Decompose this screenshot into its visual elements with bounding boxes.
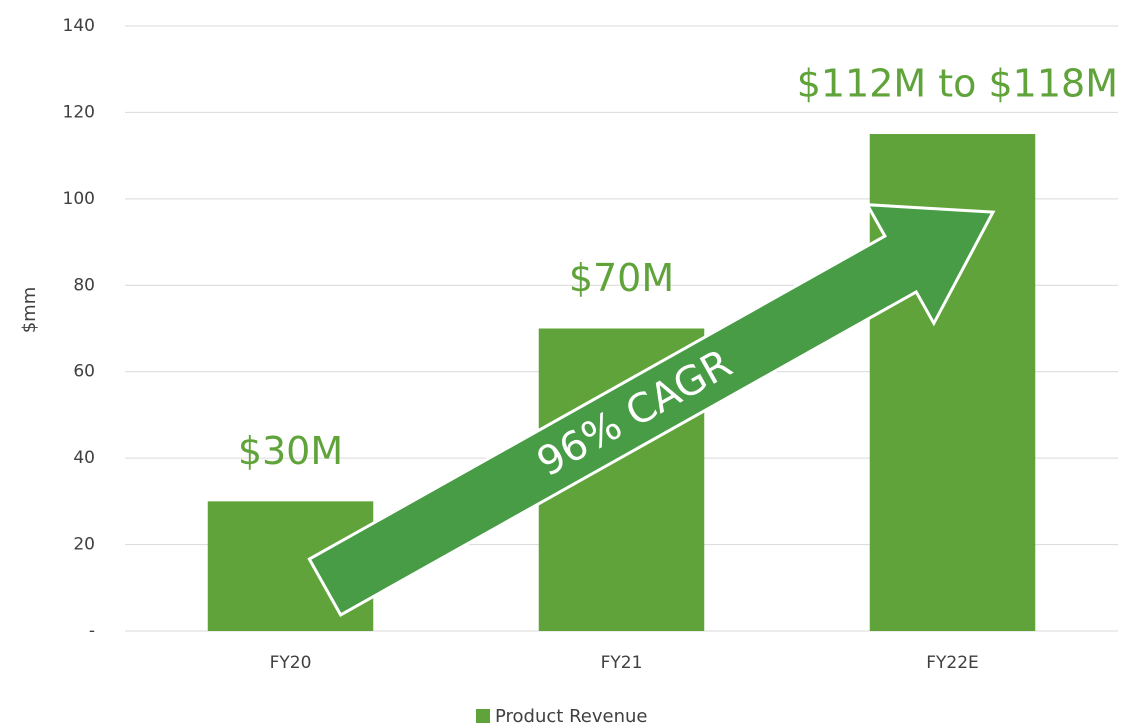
- value-label: $112M to $118M: [797, 62, 1118, 106]
- y-axis-label: $mm: [19, 287, 40, 334]
- y-tick-label: 100: [63, 189, 95, 209]
- y-tick-label: -: [89, 621, 95, 641]
- x-tick-label: FY21: [601, 653, 643, 673]
- y-tick-label: 140: [63, 16, 95, 36]
- legend-swatch: [476, 709, 490, 723]
- y-tick-label: 80: [73, 275, 95, 295]
- legend-label: Product Revenue: [495, 706, 647, 727]
- y-tick-label: 120: [63, 102, 95, 122]
- value-label: $30M: [238, 429, 343, 473]
- y-tick-label: 20: [73, 535, 95, 555]
- x-tick-label: FY22E: [926, 653, 979, 673]
- y-tick-label: 60: [73, 362, 95, 382]
- value-label: $70M: [569, 256, 674, 300]
- x-tick-label: FY20: [270, 653, 312, 673]
- arrow-shape: [307, 203, 996, 617]
- y-tick-label: 40: [73, 448, 95, 468]
